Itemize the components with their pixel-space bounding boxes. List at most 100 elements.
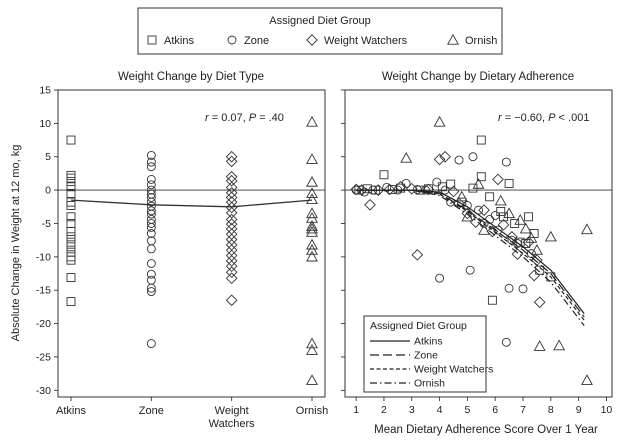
data-point-diamond [225, 170, 238, 183]
line-legend-frame [363, 315, 487, 393]
data-point-diamond [225, 186, 238, 199]
data-point-diamond [225, 272, 238, 285]
data-point-diamond [225, 260, 238, 273]
data-point-triangle [306, 153, 318, 165]
data-point-circle [146, 269, 156, 279]
data-point-triangle [306, 374, 318, 385]
x-axis-label: Mean Dietary Adherence Score Over 1 Year [374, 424, 598, 436]
data-point-circle [490, 211, 500, 220]
y-tick-label: 15 [39, 85, 51, 97]
data-point-triangle [306, 244, 318, 255]
data-point-square [499, 212, 508, 222]
y-tick-label: -30 [36, 385, 51, 397]
x-tick-label: 8 [548, 404, 554, 416]
mean-change-line [70, 199, 313, 208]
x-tick-label: 1 [353, 404, 359, 416]
data-point-triangle [433, 115, 446, 127]
data-point-triangle [306, 226, 318, 237]
right-r-symbol: r [498, 112, 503, 124]
data-point-square [485, 192, 495, 202]
legend-item-label: Zone [244, 35, 269, 47]
data-point-diamond [383, 183, 396, 196]
data-point-triangle [494, 194, 507, 206]
data-point-square [510, 219, 520, 228]
data-point-circle [146, 150, 156, 160]
legend-triangle-icon [447, 33, 459, 45]
data-point-square [524, 212, 534, 222]
data-point-circle [146, 157, 156, 167]
line-legend-label: Ornish [414, 378, 445, 390]
x-category-label: Atkins [56, 405, 86, 417]
x-category-label: Watchers [209, 418, 256, 430]
data-point-triangle [581, 374, 593, 385]
data-point-square [66, 197, 76, 207]
data-point-circle [146, 287, 156, 297]
data-point-circle [146, 219, 156, 228]
data-point-circle [146, 259, 156, 268]
x-tick-label: 4 [437, 404, 443, 416]
legend-circle-icon [227, 35, 237, 45]
right-marks: 1 2 3 4 5 6 7 8 9 10 [341, 89, 612, 416]
right-r-value: = −0.60, [502, 112, 548, 124]
data-point-triangle [553, 339, 566, 351]
data-point-triangle [306, 238, 318, 250]
data-point-circle [146, 229, 156, 238]
left-plot-frame [57, 89, 326, 398]
data-point-square [66, 237, 76, 247]
data-point-square [379, 170, 389, 180]
data-point-circle [468, 152, 478, 162]
data-point-triangle [455, 190, 468, 202]
data-point-circle [501, 157, 511, 167]
data-point-diamond [225, 201, 238, 214]
data-point-triangle [503, 207, 516, 219]
line-legend-label: Weight Watchers [414, 364, 493, 376]
data-point-square [66, 135, 76, 145]
right-chart-title: Weight Change by Dietary Adherence [382, 71, 574, 83]
data-point-diamond [225, 174, 238, 187]
right-p-value: < .001 [556, 112, 590, 124]
line-legend: Assigned Diet Group Atkins Zone Weight Wat… [363, 315, 493, 393]
left-chart-title: Weight Change by Diet Type [118, 71, 264, 83]
data-point-diamond [447, 185, 460, 198]
data-point-diamond [225, 213, 238, 226]
left-r-value: = 0.07, [209, 112, 249, 124]
data-point-circle [146, 223, 156, 232]
x-tick-label: 6 [492, 404, 498, 416]
data-point-triangle [400, 151, 413, 163]
y-axis-label: Absolute Change in Weight at 12 mo, kg [10, 145, 22, 342]
legend-square-icon [147, 35, 157, 45]
data-point-square [66, 212, 76, 222]
data-point-triangle [525, 232, 538, 243]
data-point-square [66, 252, 76, 262]
data-point-diamond [394, 180, 407, 193]
data-point-circle [146, 209, 156, 219]
data-point-circle [501, 337, 511, 347]
data-point-circle [454, 155, 464, 165]
x-category-label: Zone [139, 405, 164, 417]
data-point-circle [462, 201, 472, 210]
data-point-triangle [306, 250, 318, 262]
data-point-diamond [225, 266, 238, 279]
data-point-square [66, 242, 76, 252]
data-point-circle [146, 275, 156, 285]
data-point-diamond [422, 183, 435, 196]
data-point-triangle [472, 177, 485, 189]
data-point-diamond [461, 207, 474, 220]
data-point-circle [146, 206, 156, 216]
y-tick-label: 5 [45, 151, 51, 163]
x-category-label: Weight [215, 405, 249, 417]
data-point-triangle [544, 230, 557, 242]
data-point-diamond [497, 218, 510, 231]
data-point-diamond [405, 182, 418, 195]
data-point-circle [146, 197, 156, 207]
line-legend-label: Zone [414, 350, 438, 362]
line-legend-title: Assigned Diet Group [370, 320, 467, 332]
legend-item-label: Atkins [164, 35, 194, 47]
legend-item-label: Ornish [465, 35, 497, 47]
data-point-circle [146, 283, 156, 293]
data-point-circle [146, 174, 156, 184]
data-point-diamond [478, 204, 490, 216]
data-point-diamond [411, 249, 424, 261]
data-point-diamond [355, 184, 368, 196]
